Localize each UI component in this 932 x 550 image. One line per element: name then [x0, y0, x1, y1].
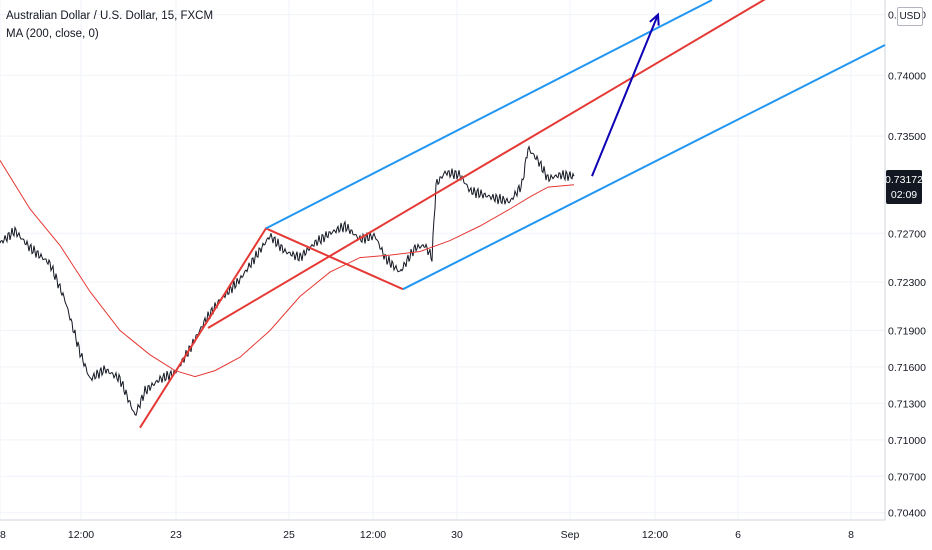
- y-tick-label: 0.72700: [888, 228, 926, 240]
- x-tick-label: 18: [0, 529, 6, 541]
- y-tick-label: 0.72300: [888, 277, 926, 289]
- upper-channel-line[interactable]: [265, 0, 713, 230]
- pitchfork-median-line[interactable]: [207, 0, 842, 329]
- chart-legend: Australian Dollar / U.S. Dollar, 15, FXC…: [6, 7, 213, 43]
- y-tick-label: 0.70400: [888, 508, 926, 520]
- y-tick-label: 0.71900: [888, 325, 926, 337]
- series-layer: [0, 145, 575, 416]
- forecast-arrow[interactable]: [591, 14, 659, 177]
- x-tick-label: 6: [735, 529, 741, 541]
- x-axis[interactable]: 18 12:00 23 25 12:00 30 Sep 12:00 6 8: [0, 529, 854, 541]
- drawings-layer[interactable]: [139, 0, 886, 429]
- last-price-value: 0.73172: [885, 174, 923, 186]
- bar-countdown: 02:09: [891, 189, 917, 201]
- y-tick-label: 0.71300: [888, 398, 926, 410]
- x-tick-label: 30: [451, 529, 463, 541]
- x-tick-label: 12:00: [68, 529, 94, 541]
- y-tick-label: 0.74000: [888, 70, 926, 82]
- forecast-arrowhead: [649, 12, 660, 26]
- chart-grid: [0, 0, 885, 520]
- y-tick-label: 0.71000: [888, 435, 926, 447]
- ma-indicator-label: MA (200, close, 0): [6, 28, 99, 40]
- symbol-title: Australian Dollar / U.S. Dollar, 15, FXC…: [6, 10, 214, 22]
- ma-200-line: [0, 160, 575, 378]
- y-axis[interactable]: 0.745000.740000.735000.727000.723000.719…: [888, 10, 926, 520]
- last-price-tag: 0.73172 02:09: [885, 170, 923, 204]
- x-tick-label: 23: [170, 529, 182, 541]
- axis-frame: [0, 0, 886, 521]
- x-tick-label: Sep: [561, 529, 580, 541]
- x-tick-label: 8: [848, 529, 854, 541]
- x-tick-label: 25: [283, 529, 295, 541]
- y-tick-label: 0.70700: [888, 471, 926, 483]
- y-tick-label: 0.73500: [888, 131, 926, 143]
- x-tick-label: 12:00: [642, 529, 668, 541]
- currency-badge[interactable]: USD: [897, 7, 923, 26]
- x-tick-label: 12:00: [360, 529, 386, 541]
- lower-channel-line[interactable]: [402, 44, 886, 291]
- price-series-line: [0, 145, 575, 416]
- y-tick-label: 0.71600: [888, 362, 926, 374]
